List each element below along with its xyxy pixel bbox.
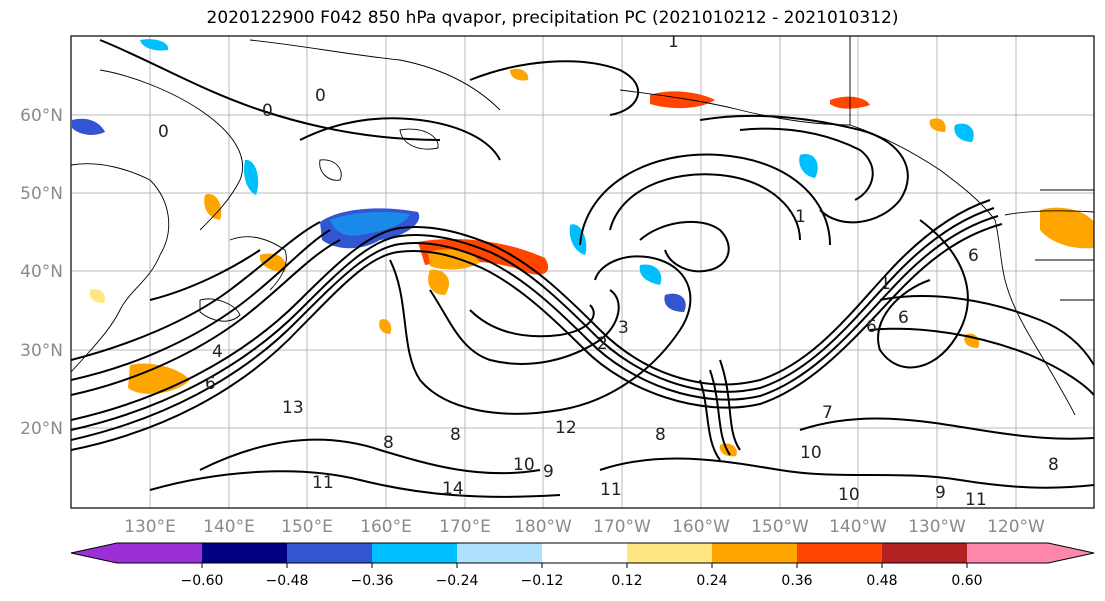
contour-label: 9 [935, 483, 946, 503]
colorbar-tick-label: −0.60 [181, 573, 224, 589]
contour-label: 1 [880, 274, 891, 294]
colorbar-tick-label: 0.36 [781, 573, 812, 589]
contour-label: 4 [212, 342, 223, 362]
plot-frame [70, 35, 1095, 509]
contour-label: 1 [795, 207, 806, 227]
contour-label: 3 [618, 318, 629, 338]
lat-label: 20°N [20, 419, 63, 439]
contour-label: 14 [442, 479, 464, 499]
contour-label: 10 [838, 485, 860, 505]
contour-label: 8 [383, 433, 394, 453]
contour-labels: 0 0 0 1 1 1 2 3 4 6 6 6 6 7 8 8 8 8 9 9 … [158, 32, 1059, 510]
colorbar-swatch [117, 543, 202, 563]
contour-label: 7 [822, 403, 833, 423]
lon-label: 170°W [593, 517, 651, 537]
longitude-labels: 130°E 140°E 150°E 160°E 170°E 180°W 170°… [124, 517, 1045, 537]
contour-label: 0 [315, 86, 326, 106]
lon-label: 170°E [439, 517, 491, 537]
colorbar-swatch [627, 543, 712, 563]
lon-label: 120°W [987, 517, 1045, 537]
colorbar-swatch [71, 543, 117, 563]
colorbar-tick-label: −0.24 [436, 573, 479, 589]
colorbar-tick-label: −0.36 [351, 573, 394, 589]
colorbar-tick-label: 0.12 [611, 573, 642, 589]
contour-label: 6 [898, 308, 909, 328]
lon-label: 130°W [908, 517, 966, 537]
contour-label: 8 [655, 425, 666, 445]
colorbar-tick-label: −0.48 [266, 573, 309, 589]
contour-label: 13 [282, 398, 304, 418]
latitude-labels: 60°N 50°N 40°N 30°N 20°N [20, 106, 63, 439]
colorbar-swatch [287, 543, 372, 563]
lon-label: 140°E [203, 517, 255, 537]
lat-label: 30°N [20, 341, 63, 361]
contour-label: 10 [513, 455, 535, 475]
colorbar-swatch [372, 543, 457, 563]
colorbar-swatch [1048, 543, 1094, 563]
colorbar-swatch [457, 543, 542, 563]
colorbar-swatch [712, 543, 797, 563]
colorbar: −0.60 −0.48 −0.36 −0.24 −0.12 0.12 0.24 … [70, 542, 1095, 589]
lon-label: 150°E [281, 517, 333, 537]
colorbar-tick-label: 0.24 [696, 573, 727, 589]
map-title: 2020122900 F042 850 hPa qvapor, precipit… [206, 8, 899, 28]
colorbar-tick-label: 0.60 [951, 573, 982, 589]
lon-label: 140°W [829, 517, 887, 537]
contour-label: 6 [866, 317, 877, 337]
contour-label: 2 [597, 334, 608, 354]
lon-label: 160°E [360, 517, 412, 537]
lon-label: 130°E [124, 517, 176, 537]
contour-label: 11 [600, 480, 622, 500]
contour-label: 1 [668, 32, 679, 52]
colorbar-tick-label: 0.48 [866, 573, 897, 589]
contour-label: 0 [158, 122, 169, 142]
contour-label: 11 [312, 473, 334, 493]
qvapor-contours [71, 39, 1094, 498]
lat-label: 50°N [20, 184, 63, 204]
lat-label: 60°N [20, 106, 63, 126]
lon-label: 150°W [751, 517, 809, 537]
colorbar-swatch [202, 543, 287, 563]
contour-label: 9 [543, 462, 554, 482]
contour-label: 8 [1048, 455, 1059, 475]
coastlines [71, 36, 1094, 416]
contour-label: 6 [968, 246, 979, 266]
lon-label: 180°W [514, 517, 572, 537]
contour-label: 10 [800, 443, 822, 463]
colorbar-swatch [967, 543, 1048, 563]
contour-label: 6 [205, 374, 216, 394]
contour-label: 0 [262, 101, 273, 121]
contour-label: 11 [965, 490, 987, 510]
colorbar-swatch [797, 543, 882, 563]
colorbar-swatch [542, 543, 627, 563]
colorbar-tick-label: −0.12 [521, 573, 564, 589]
lon-label: 160°W [672, 517, 730, 537]
contour-label: 12 [555, 418, 577, 438]
colorbar-swatch [882, 543, 967, 563]
contour-label: 8 [450, 425, 461, 445]
lat-label: 40°N [20, 262, 63, 282]
